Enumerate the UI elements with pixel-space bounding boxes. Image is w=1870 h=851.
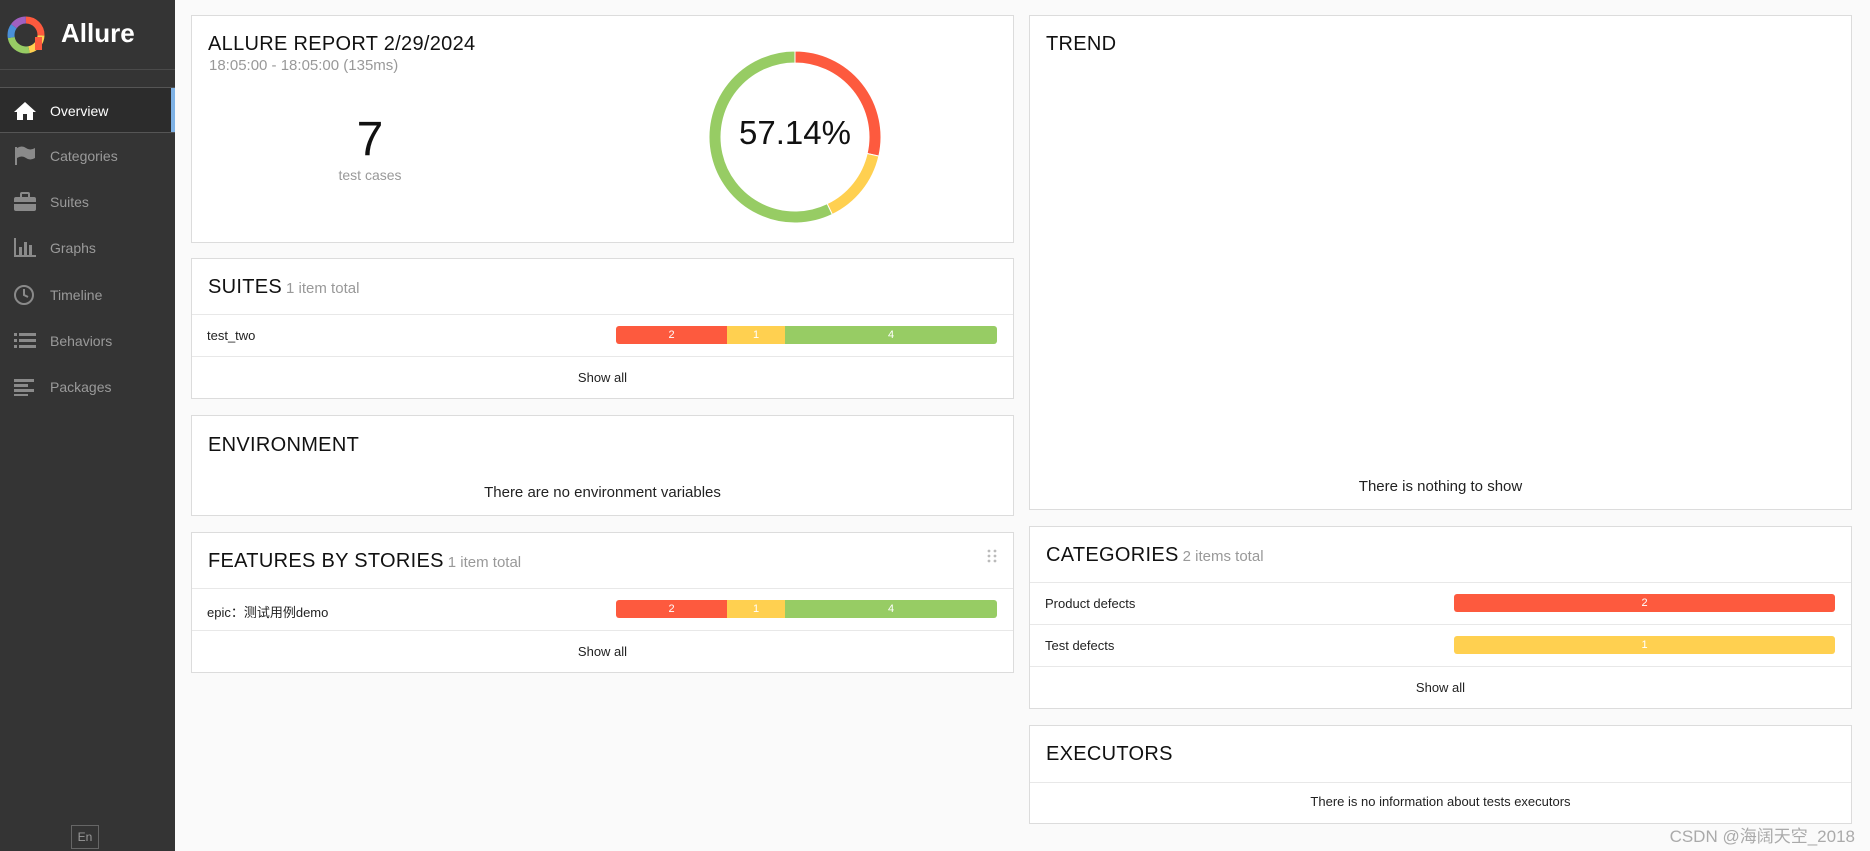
- language-toggle-button[interactable]: En: [71, 825, 99, 849]
- drag-handle-icon[interactable]: [987, 549, 997, 563]
- watermark: CSDN @海阔天空_2018: [1669, 827, 1855, 846]
- nav-item-label: Timeline: [50, 287, 103, 303]
- suites-title: SUITES 1 item total: [208, 276, 359, 299]
- status-bar[interactable]: 2 1 4: [616, 326, 997, 344]
- divider: [1030, 666, 1851, 667]
- categories-count: 2 items total: [1182, 548, 1264, 565]
- trend-widget: TREND There is nothing to show: [1029, 15, 1852, 510]
- categories-title-text: CATEGORIES: [1046, 544, 1179, 566]
- suites-title-text: SUITES: [208, 276, 283, 298]
- summary-widget: ALLURE REPORT 2/29/2024 18:05:00 - 18:05…: [191, 15, 1014, 243]
- brand[interactable]: Allure: [0, 0, 175, 70]
- feature-name: epic：测试用例demo: [207, 605, 329, 620]
- suites-show-all-link[interactable]: Show all: [577, 370, 628, 385]
- nav-item-label: Packages: [50, 379, 112, 395]
- nav-item-label: Overview: [50, 103, 109, 119]
- status-donut-chart[interactable]: [699, 41, 891, 233]
- bar-chart-icon: [14, 238, 36, 257]
- executors-title: EXECUTORS: [1046, 743, 1173, 765]
- report-title: ALLURE REPORT 2/29/2024: [208, 33, 476, 55]
- table-row[interactable]: Test defects 1: [1030, 625, 1851, 666]
- test-count-label: test cases: [338, 167, 402, 183]
- status-bar[interactable]: 2 1 4: [616, 600, 997, 618]
- allure-logo-icon: [7, 16, 45, 54]
- failed-segment: 2: [616, 600, 727, 618]
- clock-icon: [14, 285, 34, 305]
- nav-item-label: Behaviors: [50, 333, 113, 349]
- briefcase-icon: [14, 192, 36, 211]
- table-row[interactable]: epic：测试用例demo 2 1 4: [192, 589, 1013, 630]
- list-icon: [14, 333, 36, 348]
- trend-title: TREND: [1046, 33, 1117, 55]
- suites-count: 1 item total: [286, 280, 360, 297]
- sidebar: Allure Overview Categories Suites Graphs…: [0, 0, 175, 851]
- features-show-all-link[interactable]: Show all: [577, 644, 628, 659]
- report-time-range: 18:05:00 - 18:05:00 (135ms): [209, 57, 399, 74]
- donut-slice-passed[interactable]: [708, 50, 833, 224]
- executors-empty-message: There is no information about tests exec…: [1310, 794, 1571, 809]
- failed-segment: 2: [1454, 594, 1835, 612]
- nav-item-timeline[interactable]: Timeline: [0, 272, 175, 318]
- status-bar[interactable]: 1: [1454, 636, 1835, 654]
- divider: [192, 314, 1013, 315]
- failed-segment: 2: [616, 326, 727, 344]
- category-name: Product defects: [1045, 596, 1136, 611]
- passed-segment: 4: [785, 600, 997, 618]
- divider: [1030, 782, 1851, 783]
- success-rate: 57.14%: [739, 114, 851, 151]
- nav-item-label: Categories: [50, 148, 118, 164]
- categories-show-all-link[interactable]: Show all: [1415, 680, 1466, 695]
- broken-segment: 1: [727, 326, 785, 344]
- features-title: FEATURES BY STORIES 1 item total: [208, 550, 521, 573]
- environment-empty-message: There are no environment variables: [484, 484, 721, 501]
- environment-title: ENVIRONMENT: [208, 434, 360, 456]
- status-bar[interactable]: 2: [1454, 594, 1835, 612]
- trend-empty-message: There is nothing to show: [1358, 478, 1523, 495]
- passed-segment: 4: [785, 326, 997, 344]
- divider: [1030, 624, 1851, 625]
- nav-item-overview[interactable]: Overview: [0, 87, 175, 133]
- nav-item-behaviors[interactable]: Behaviors: [0, 318, 175, 364]
- features-widget: FEATURES BY STORIES 1 item total epic：测试用…: [191, 532, 1014, 673]
- table-row[interactable]: test_two 2 1 4: [192, 315, 1013, 356]
- divider: [192, 630, 1013, 631]
- divider: [1030, 582, 1851, 583]
- category-name: Test defects: [1045, 638, 1115, 653]
- nav-item-label: Suites: [50, 194, 89, 210]
- nav-item-packages[interactable]: Packages: [0, 364, 175, 410]
- donut-slice-broken[interactable]: [826, 152, 880, 216]
- divider: [192, 588, 1013, 589]
- nav-item-suites[interactable]: Suites: [0, 179, 175, 225]
- brand-name: Allure: [61, 18, 135, 48]
- categories-widget: CATEGORIES 2 items total Product defects …: [1029, 526, 1852, 709]
- nav-item-label: Graphs: [50, 240, 96, 256]
- executors-widget: EXECUTORS There is no information about …: [1029, 725, 1852, 824]
- suites-widget: SUITES 1 item total test_two 2 1 4 Show a…: [191, 258, 1014, 399]
- features-title-text: FEATURES BY STORIES: [208, 550, 444, 572]
- align-left-icon: [14, 379, 34, 396]
- environment-widget: ENVIRONMENT There are no environment var…: [191, 415, 1014, 516]
- nav-item-graphs[interactable]: Graphs: [0, 225, 175, 271]
- categories-title: CATEGORIES 2 items total: [1046, 544, 1264, 567]
- home-icon: [14, 102, 36, 120]
- nav-item-categories[interactable]: Categories: [0, 133, 175, 179]
- table-row[interactable]: Product defects 2: [1030, 583, 1851, 624]
- divider: [192, 356, 1013, 357]
- test-count: 7: [356, 113, 384, 166]
- broken-segment: 1: [727, 600, 785, 618]
- flag-icon: [15, 146, 35, 165]
- suite-name: test_two: [207, 328, 256, 343]
- features-count: 1 item total: [447, 554, 522, 571]
- broken-segment: 1: [1454, 636, 1835, 654]
